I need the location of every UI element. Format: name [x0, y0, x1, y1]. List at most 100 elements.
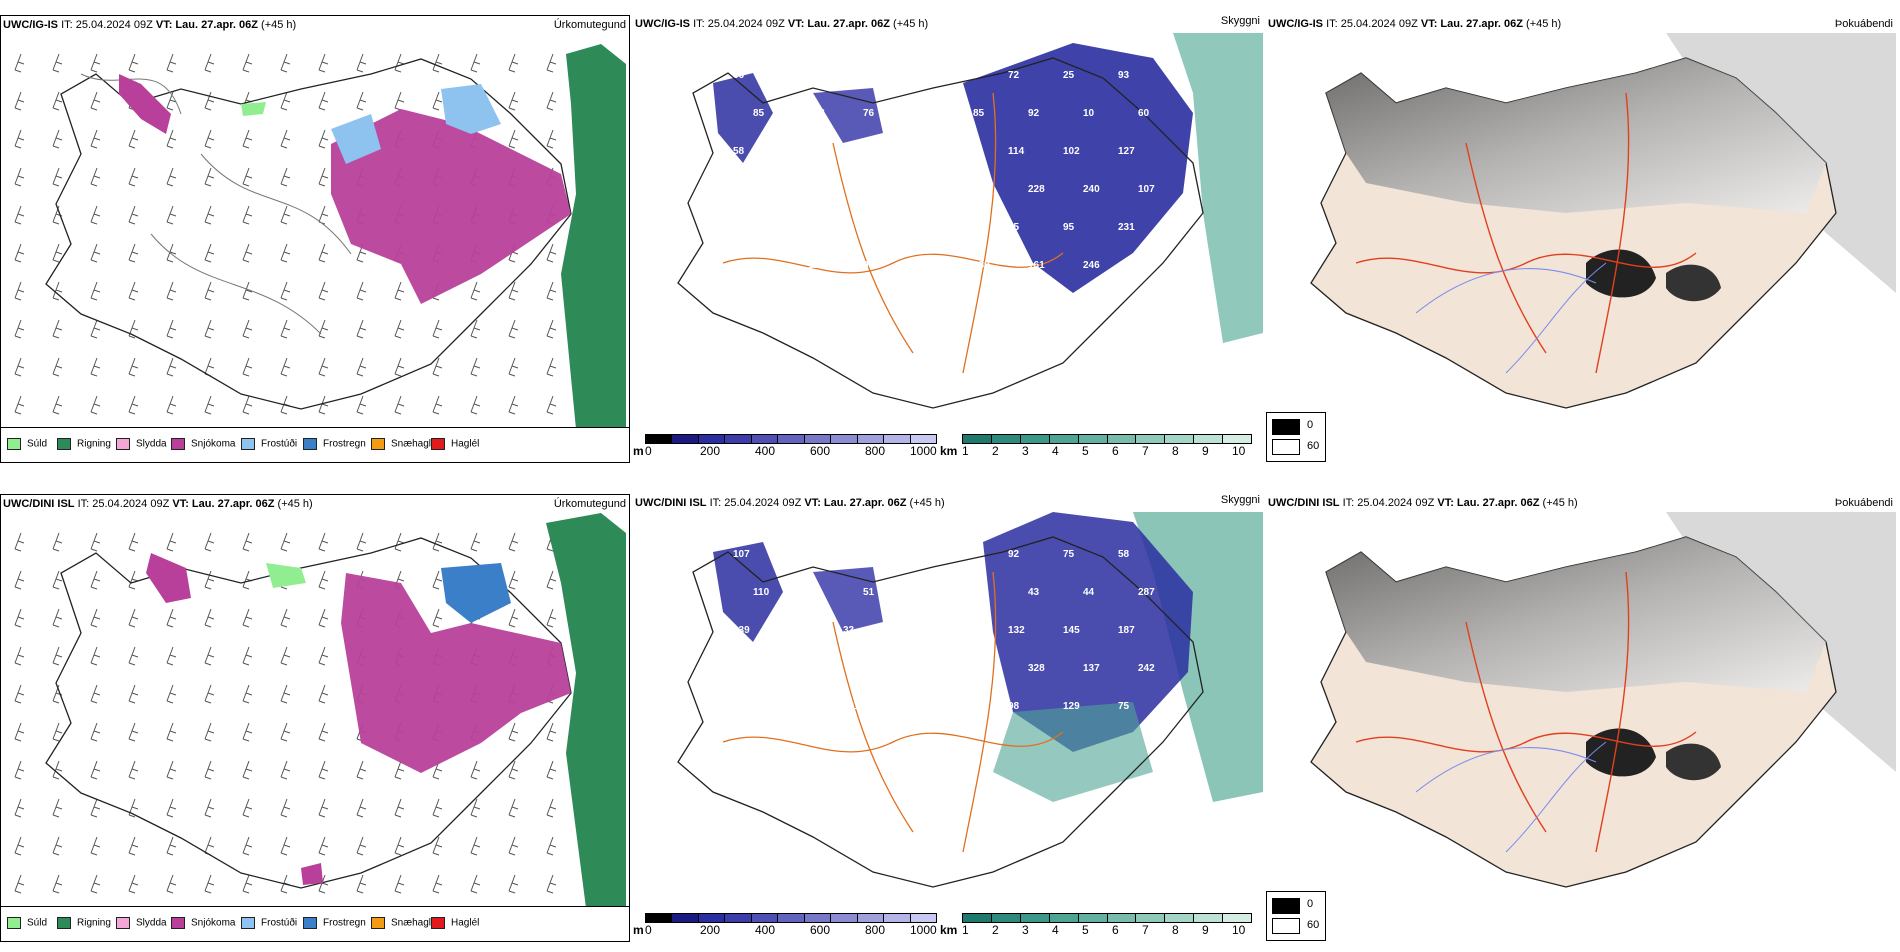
wind-barb [166, 395, 177, 415]
wind-barb [204, 395, 215, 415]
wind-barb [318, 395, 329, 415]
wind-barb [166, 243, 177, 263]
wind-barb [14, 167, 25, 187]
cloud-base-label: 25 [1063, 70, 1075, 81]
wind-barb [394, 91, 405, 111]
wind-barb [166, 281, 177, 301]
cloud-base-label: 242 [1138, 663, 1155, 674]
wind-barb [14, 836, 25, 856]
wind-barb [394, 798, 405, 818]
wind-barb [280, 684, 291, 704]
wind-barb [508, 129, 519, 149]
wind-barb [318, 319, 329, 339]
wind-barb [470, 874, 481, 894]
wind-barb [204, 874, 215, 894]
cloud-base-label: 44 [1083, 587, 1095, 598]
wind-barb [546, 874, 557, 894]
iceland-outline [677, 57, 1204, 409]
panel-header: UWC/IG-IS IT: 25.04.2024 09Z VT: Lau. 27… [635, 18, 929, 30]
wind-barb [166, 874, 177, 894]
cloud-base-label: 159 [788, 701, 805, 712]
colorbar-cell [1078, 435, 1108, 443]
wind-barb [14, 319, 25, 339]
colorbar-cell [725, 914, 752, 922]
fog-map [1310, 512, 1896, 888]
colorbar-cell [910, 435, 936, 443]
cloud-base-label: 309 [898, 298, 915, 309]
wind-barb [90, 357, 101, 377]
wind-barb [318, 798, 329, 818]
wind-barb [280, 646, 291, 666]
wind-barb [52, 243, 63, 263]
wind-barb [14, 532, 25, 552]
colorbar-cell [831, 435, 858, 443]
wind-barb [356, 357, 367, 377]
wind-barb [14, 129, 25, 149]
cloud-base-label: 79 [843, 70, 855, 81]
wind-barb [546, 319, 557, 339]
cloud-base-label: 123 [918, 260, 935, 271]
wind-barb [356, 760, 367, 780]
wind-barb [242, 684, 253, 704]
iceland-outline [677, 536, 1204, 888]
roads [722, 92, 1064, 374]
wind-barb [546, 722, 557, 742]
wind-barb [508, 281, 519, 301]
colorbar-cell [1020, 435, 1050, 443]
wind-barb [242, 798, 253, 818]
cloud-base-label: 103 [733, 222, 750, 233]
wind-barb [318, 608, 329, 628]
wind-barb [90, 243, 101, 263]
wind-barb [356, 91, 367, 111]
panel-title: Skyggni [1220, 15, 1260, 27]
cloud-base-label: 55 [973, 587, 985, 598]
panel-title: Úrkomutegund [553, 498, 626, 510]
wind-barb [52, 722, 63, 742]
cloud-base-label: 107 [733, 549, 750, 560]
colorbar-cell [991, 435, 1021, 443]
wind-barb [432, 319, 443, 339]
wind-barb [166, 836, 177, 856]
colorbar-cell [804, 914, 832, 922]
wind-barb [166, 53, 177, 73]
wind-barb [508, 532, 519, 552]
wind-barb [14, 608, 25, 628]
wind-barb [52, 167, 63, 187]
wind-barb [356, 874, 367, 894]
wind-barb [546, 570, 557, 590]
wind-barb [90, 570, 101, 590]
cloud-base-label: 401 [843, 701, 860, 712]
colorbar-cell [884, 914, 911, 922]
wind-barb [128, 205, 139, 225]
wind-barb [432, 91, 443, 111]
colorbar-cell [1078, 914, 1108, 922]
wind-barb [470, 532, 481, 552]
cloud-base-label: 465 [973, 663, 990, 674]
wind-barb [90, 167, 101, 187]
wind-barb [14, 91, 25, 111]
cloud-base-label: 65 [808, 184, 820, 195]
panel-header: UWC/DINI ISL IT: 25.04.2024 09Z VT: Lau.… [3, 498, 313, 510]
wind-barb [280, 532, 291, 552]
wind-barb [546, 243, 557, 263]
cloud-base-label: 35 [898, 625, 910, 636]
colorbar-cell [1136, 914, 1166, 922]
cloud-base-label: 95 [898, 222, 910, 233]
wind-barb [90, 532, 101, 552]
cloud-base-label: 85 [753, 108, 765, 119]
wind-barb [432, 570, 443, 590]
wind-barb [14, 874, 25, 894]
wind-barb [166, 646, 177, 666]
cloud-base-label: 75 [1063, 549, 1075, 560]
cloud-base-label: 116 [898, 701, 915, 712]
cloud-base-label: 129 [1063, 701, 1080, 712]
snow-area [331, 109, 571, 304]
wind-barb [394, 760, 405, 780]
wind-barb [52, 836, 63, 856]
precip-legend: Súld Rigning Slydda Snjókoma Frostúði Fr… [1, 427, 629, 462]
colorbar-cell [884, 435, 911, 443]
wind-barb [128, 722, 139, 742]
colorbar-cell [963, 435, 992, 443]
cloud-base-label: 328 [1028, 663, 1045, 674]
colorbar-cell [1107, 435, 1137, 443]
